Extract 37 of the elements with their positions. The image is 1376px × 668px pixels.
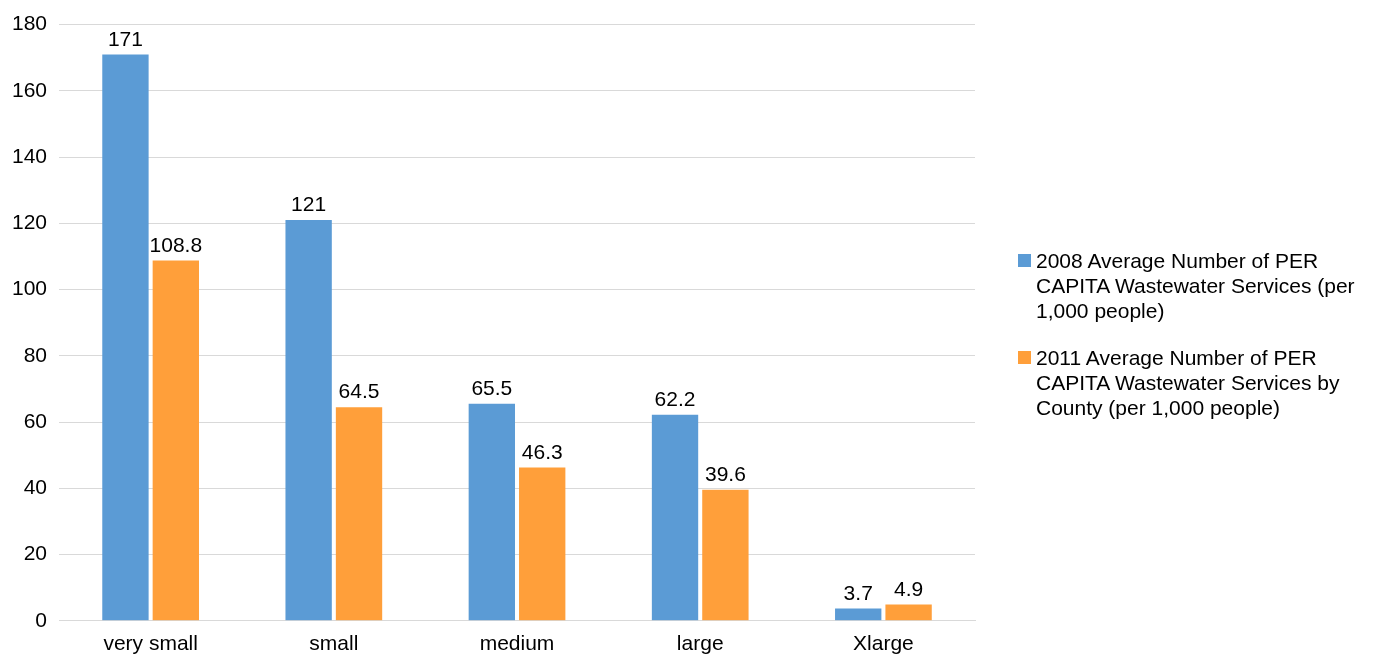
bar <box>835 608 882 621</box>
legend-label: 2008 Average Number of PER CAPITA Wastewater Services (per 1,000 people) <box>1036 248 1356 323</box>
x-tick-label: large <box>676 631 724 655</box>
data-label: 39.6 <box>704 461 746 485</box>
y-tick-label: 80 <box>23 342 48 366</box>
data-label: 62.2 <box>654 387 696 411</box>
y-tick-label: 180 <box>11 11 48 35</box>
data-label: 3.7 <box>843 580 873 604</box>
bar <box>285 220 332 621</box>
bar <box>651 414 699 621</box>
y-tick-label: 160 <box>11 77 48 101</box>
x-tick-label: medium <box>479 631 555 655</box>
y-tick-label: 100 <box>11 276 48 300</box>
bar <box>152 260 199 621</box>
y-tick-label: 0 <box>35 607 48 631</box>
bar <box>335 407 383 621</box>
x-tick-label: Xlarge <box>853 631 914 655</box>
data-label: 4.9 <box>893 576 924 600</box>
bar <box>519 467 566 621</box>
bar <box>468 403 515 621</box>
y-tick-label: 140 <box>11 143 48 167</box>
data-label: 64.5 <box>338 379 380 403</box>
y-tick-label: 20 <box>23 541 48 565</box>
y-tick-label: 60 <box>23 408 48 432</box>
x-tick-label: very small <box>103 631 198 655</box>
x-tick-label: small <box>309 631 359 655</box>
y-tick-label: 120 <box>11 210 48 234</box>
bar <box>702 489 749 621</box>
data-label: 171 <box>107 26 143 50</box>
legend-label: 2011 Average Number of PER CAPITA Wastewater Services by County (per 1,000 people) <box>1036 345 1341 420</box>
bar <box>102 54 149 621</box>
data-label: 121 <box>291 192 327 216</box>
bar <box>885 604 932 621</box>
y-tick-label: 40 <box>23 475 48 499</box>
data-label: 46.3 <box>521 439 563 463</box>
data-label: 65.5 <box>471 376 513 400</box>
data-label: 108.8 <box>149 232 203 256</box>
